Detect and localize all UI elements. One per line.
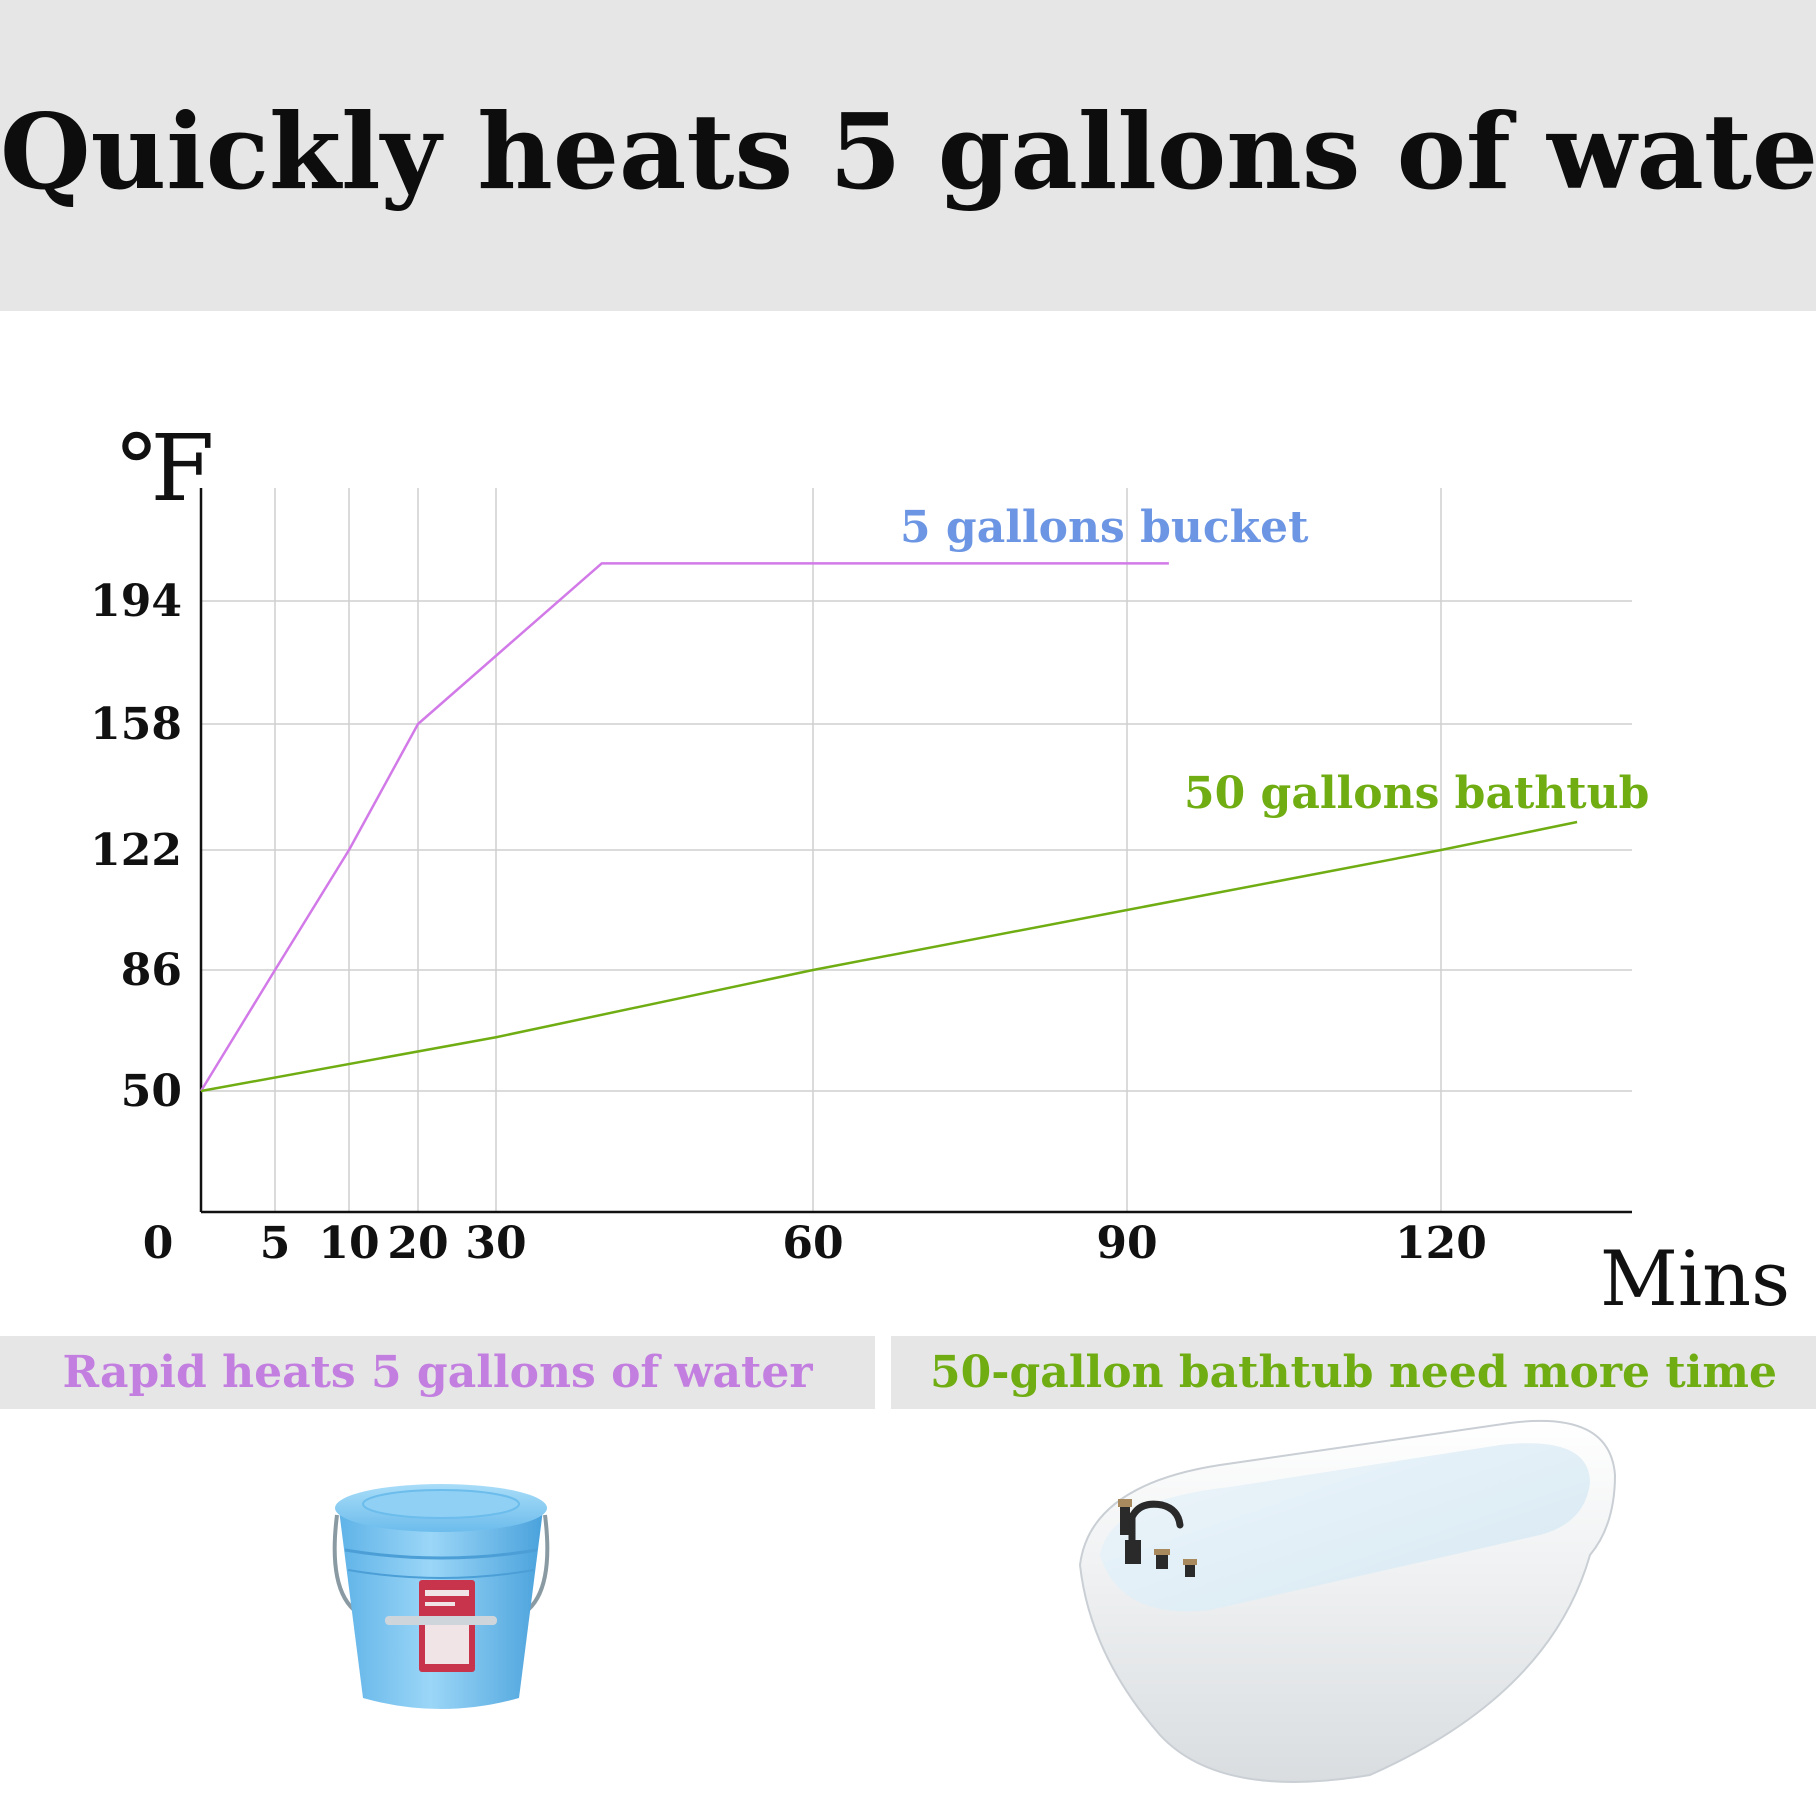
y-tick-label: 50	[121, 1066, 182, 1117]
series-line	[199, 562, 1169, 1092]
x-tick-label: 20	[387, 1218, 448, 1269]
page-title: Quickly heats 5 gallons of water	[0, 90, 1816, 213]
x-tick-label: 120	[1395, 1218, 1487, 1269]
chart-grid	[201, 488, 1632, 1212]
series-name-label: 5 gallons bucket	[900, 502, 1309, 553]
series-name-label: 50 gallons bathtub	[1184, 768, 1649, 819]
bucket-image	[332, 1484, 550, 1709]
header-banner: Quickly heats 5 gallons of water	[0, 0, 1816, 311]
y-tick-label: 194	[90, 576, 182, 627]
x-tick-label: 5	[260, 1218, 291, 1269]
y-tick-label: 86	[121, 945, 182, 996]
y-tick-label: 122	[90, 825, 182, 876]
x-tick-label: 10	[318, 1218, 379, 1269]
caption-bar-right: 50-gallon bathtub need more time	[891, 1336, 1816, 1409]
y-tick-label: 158	[90, 699, 182, 750]
caption-left-text: Rapid heats 5 gallons of water	[62, 1347, 813, 1398]
x-tick-label: 90	[1096, 1218, 1157, 1269]
x-axis-label: Mins	[1600, 1234, 1790, 1323]
series-line	[200, 820, 1578, 1093]
caption-right-text: 50-gallon bathtub need more time	[930, 1347, 1777, 1398]
caption-bar-left: Rapid heats 5 gallons of water	[0, 1336, 875, 1409]
x-tick-label: 30	[465, 1218, 526, 1269]
x-tick-label: 0	[143, 1218, 174, 1269]
x-tick-label: 60	[782, 1218, 843, 1269]
chart-series	[199, 562, 1578, 1093]
y-axis-label: ℉	[118, 415, 214, 522]
chart-labels: 0 5 10 20 30 60 90 120 50 86 122 158 194 ℉ Mins 5 gallo…	[90, 415, 1790, 1323]
chart-axes	[199, 488, 1632, 1214]
bathtub-image	[1078, 1419, 1617, 1783]
